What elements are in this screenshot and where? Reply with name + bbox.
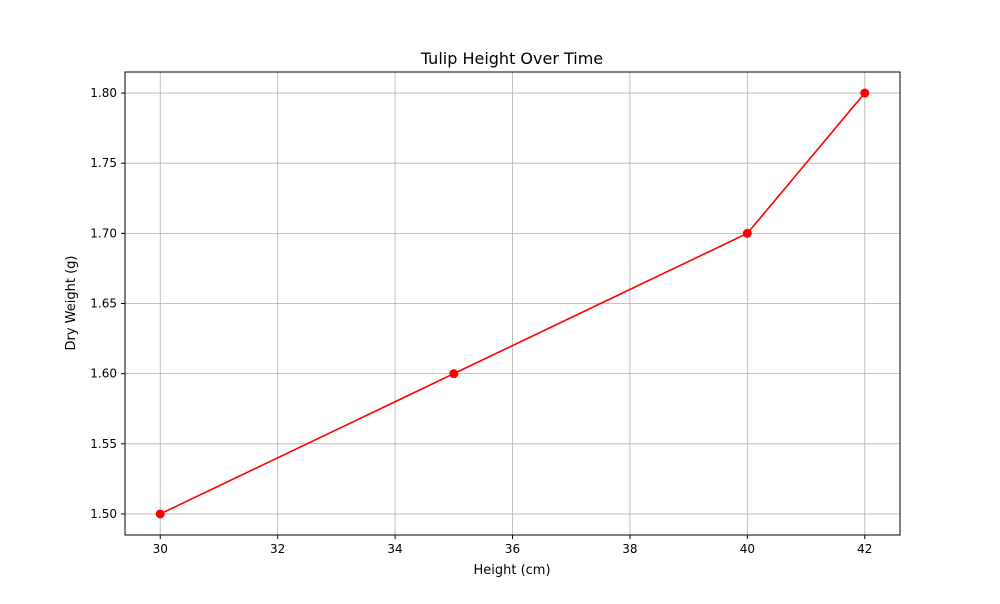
- grid-lines: [125, 72, 900, 535]
- data-point: [742, 228, 752, 238]
- y-tick-label: 1.75: [90, 156, 117, 170]
- x-tick-label: 30: [153, 542, 168, 556]
- series-line: [159, 92, 866, 515]
- x-tick-label: 32: [270, 542, 285, 556]
- y-axis-label: Dry Weight (g): [64, 256, 79, 351]
- x-tick-label: 34: [387, 542, 402, 556]
- y-tick-label: 1.55: [90, 437, 117, 451]
- y-tick-label: 1.65: [90, 297, 117, 311]
- y-tick-label: 1.60: [90, 367, 117, 381]
- axis-ticks: 30 32 34 36 38 40 42 1.50 1.55 1.60 1.65 1.70 1.75 1.…: [90, 86, 872, 556]
- x-tick-label: 36: [505, 542, 520, 556]
- y-tick-label: 1.50: [90, 507, 117, 521]
- data-point: [860, 88, 870, 98]
- x-axis-label: Height (cm): [473, 563, 550, 578]
- y-tick-label: 1.70: [90, 226, 117, 240]
- y-tick-label: 1.80: [90, 86, 117, 100]
- data-point: [155, 509, 165, 519]
- x-tick-label: 38: [622, 542, 637, 556]
- x-tick-label: 40: [740, 542, 755, 556]
- data-series: [155, 88, 870, 519]
- x-tick-label: 42: [857, 542, 872, 556]
- chart-title: Tulip Height Over Time: [420, 49, 603, 68]
- data-point: [449, 369, 459, 379]
